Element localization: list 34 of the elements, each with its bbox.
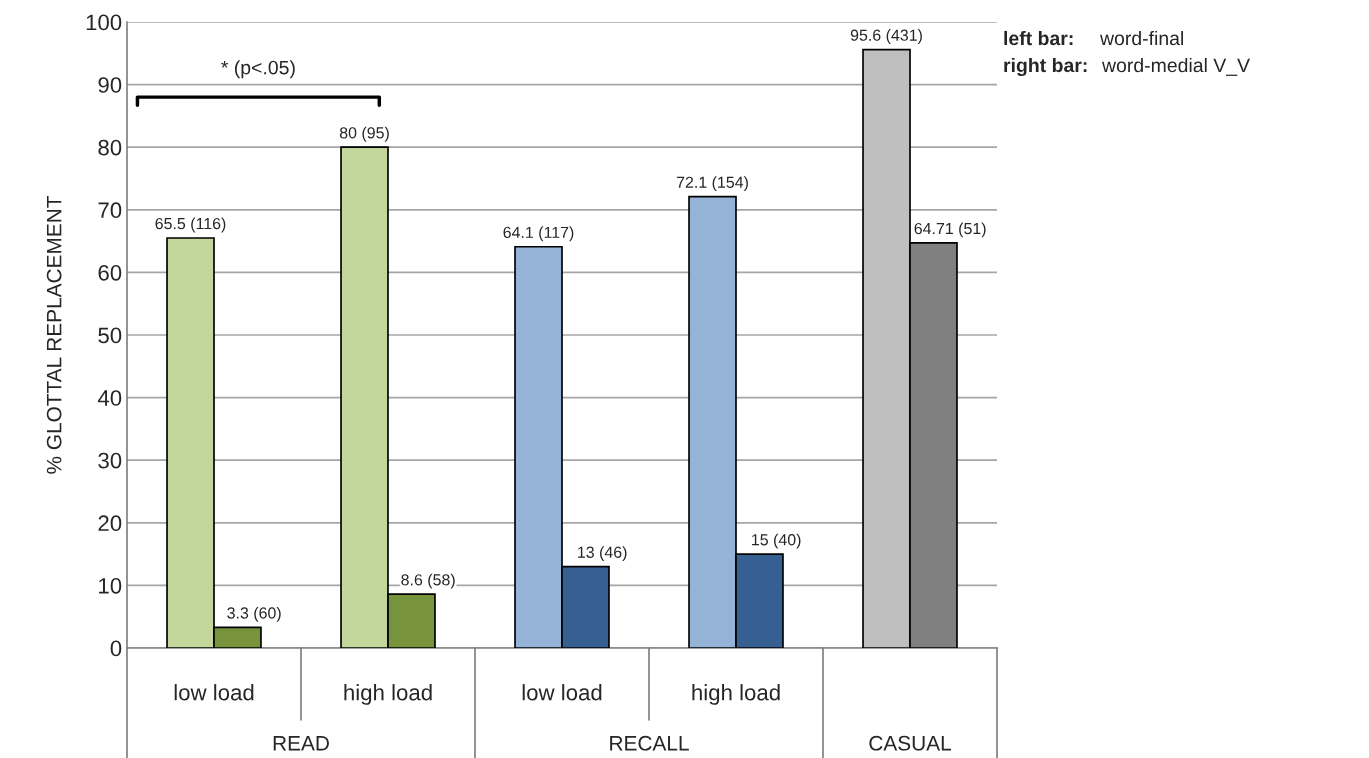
- text: CASUAL: [869, 735, 951, 751]
- x-tick-label: low load: [522, 684, 602, 701]
- y-tick-label: 30: [98, 452, 122, 469]
- data-label: 15 (40): [752, 533, 801, 549]
- data-label: 72.1 (154): [676, 176, 748, 192]
- y-axis-title: % GLOTTAL REPLACEMENT: [46, 195, 62, 474]
- text: word-final: [1099, 30, 1183, 46]
- y-tick-label: 100: [86, 14, 122, 31]
- data-label: 64.71 (51): [914, 222, 986, 238]
- y-tick-label: 60: [98, 264, 122, 281]
- y-tick-label: 50: [98, 327, 122, 344]
- y-tick-label: 20: [98, 515, 122, 532]
- x-tick-label: high load: [344, 684, 432, 705]
- data-label: 13 (46): [578, 546, 627, 562]
- text: RECALL: [610, 735, 689, 751]
- text: READ: [273, 736, 329, 751]
- y-tick-label: 90: [98, 77, 122, 93]
- y-tick-label: 10: [99, 577, 122, 594]
- data-label: 64.1 (117): [503, 226, 574, 242]
- data-label: 3.3 (60): [227, 606, 281, 622]
- x-tick-label: high load: [692, 684, 780, 705]
- text: word-medial V_V: [1101, 57, 1250, 76]
- annotation: * (p<.05): [221, 60, 295, 79]
- data-label: 95.6 (431): [850, 29, 922, 44]
- y-tick-label: 80: [98, 139, 122, 156]
- data-label: 65.5 (116): [155, 217, 226, 233]
- text: right bar:: [1004, 57, 1087, 77]
- y-tick-label: 70: [98, 202, 122, 219]
- data-label: 8.6 (58): [401, 573, 455, 589]
- data-label: 80 (95): [339, 126, 389, 142]
- x-tick-label: low load: [174, 684, 254, 701]
- text: left bar:: [1004, 30, 1073, 46]
- y-tick-label: 40: [97, 390, 122, 406]
- y-tick-label: 0: [110, 640, 122, 657]
